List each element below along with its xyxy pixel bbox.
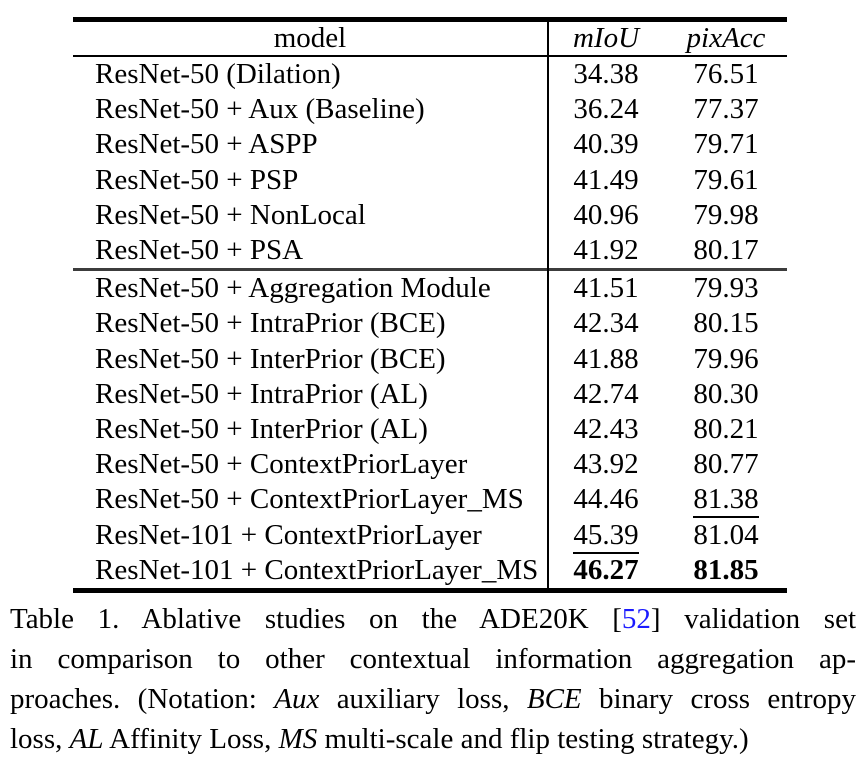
miou-cell: 42.74 (573, 377, 639, 410)
miou-cell: 46.27 (547, 553, 665, 586)
header-pixacc: pixAcc (686, 22, 766, 54)
miou-cell: 40.96 (573, 198, 639, 231)
miou-cell: 36.24 (573, 93, 639, 126)
rule-top (73, 17, 787, 22)
pixacc-cell: 77.37 (693, 93, 759, 126)
table-row: ResNet-50 + IntraPrior (BCE) 42.34 80.15 (73, 306, 787, 341)
miou-cell: 41.51 (573, 272, 639, 305)
table-row: ResNet-50 + ASPP 40.39 79.71 (73, 127, 787, 162)
table-row: ResNet-50 + ContextPriorLayer_MS 44.46 8… (73, 482, 787, 519)
table-row: ResNet-50 + IntraPrior (AL) 42.74 80.30 (73, 377, 787, 412)
column-divider (547, 22, 549, 588)
table-row: ResNet-50 + InterPrior (BCE) 41.88 79.96 (73, 342, 787, 377)
pixacc-cell: 79.71 (693, 128, 759, 161)
pixacc-cell: 80.15 (693, 307, 759, 340)
model-cell: ResNet-50 + ASPP (95, 128, 318, 161)
pixacc-cell: 80.21 (693, 412, 759, 445)
table-caption: Table 1. Ablative studies on the ADE20K … (10, 599, 856, 759)
rule-mid (73, 268, 787, 272)
table-row: ResNet-101 + ContextPriorLayer_MS 46.27 … (73, 553, 787, 588)
model-cell: ResNet-50 (Dilation) (95, 58, 341, 91)
miou-cell: 41.49 (573, 163, 639, 196)
pixacc-cell: 79.98 (693, 198, 759, 231)
table-row: ResNet-50 + PSA 41.92 80.17 (73, 233, 787, 268)
pixacc-cell: 76.51 (693, 58, 759, 91)
table-group-ours: ResNet-50 + Aggregation Module 41.51 79.… (73, 271, 787, 588)
pixacc-cell: 80.17 (693, 234, 759, 267)
model-cell: ResNet-50 + IntraPrior (BCE) (95, 307, 446, 340)
miou-cell: 44.46 (573, 483, 639, 516)
model-cell: ResNet-50 + ContextPriorLayer (95, 448, 468, 481)
best-value: 46.27 (573, 553, 639, 586)
pixacc-cell: 79.93 (693, 272, 759, 305)
table-row: ResNet-50 + Aux (Baseline) 36.24 77.37 (73, 92, 787, 127)
miou-cell: 43.92 (573, 448, 639, 481)
model-cell: ResNet-50 + NonLocal (95, 198, 366, 231)
model-cell: ResNet-50 + PSA (95, 234, 304, 267)
rule-header (73, 55, 787, 57)
pixacc-cell: 79.61 (693, 163, 759, 196)
page: { "table": { "headers": { "model": "mode… (0, 17, 864, 783)
table-header-row: model mIoU pixAcc (73, 22, 787, 55)
results-table: model mIoU pixAcc ResNet-50 (Dilation) 3… (73, 17, 787, 593)
model-cell: ResNet-50 + InterPrior (BCE) (95, 342, 446, 375)
miou-cell: 45.39 (547, 518, 665, 554)
caption-line: loss, AL Affinity Loss, MS multi-scale a… (10, 722, 749, 755)
miou-cell: 41.88 (573, 342, 639, 375)
second-best-value: 45.39 (573, 518, 639, 554)
table-row: ResNet-50 + Aggregation Module 41.51 79.… (73, 271, 787, 306)
pixacc-cell: 79.96 (693, 342, 759, 375)
miou-cell: 34.38 (573, 58, 639, 91)
pixacc-cell: 80.30 (693, 377, 759, 410)
rule-bottom (73, 587, 787, 593)
pixacc-cell: 81.38 (665, 483, 787, 519)
pixacc-cell: 81.04 (693, 518, 759, 551)
table-row: ResNet-50 + PSP 41.49 79.61 (73, 163, 787, 198)
best-value: 81.85 (693, 553, 759, 586)
header-miou: mIoU (572, 22, 640, 54)
pixacc-cell: 81.85 (665, 553, 787, 586)
model-cell: ResNet-50 + Aux (Baseline) (95, 93, 425, 126)
citation-link[interactable]: 52 (621, 602, 651, 635)
model-cell: ResNet-101 + ContextPriorLayer (95, 518, 482, 551)
header-model: model (273, 22, 347, 54)
caption-line: in comparison to other contextual inform… (10, 642, 856, 675)
caption-line: Table 1. Ablative studies on the ADE20K … (10, 602, 857, 635)
table-row: ResNet-50 + NonLocal 40.96 79.98 (73, 198, 787, 233)
miou-cell: 42.43 (573, 412, 639, 445)
miou-cell: 42.34 (573, 307, 639, 340)
table-row: ResNet-50 + ContextPriorLayer 43.92 80.7… (73, 447, 787, 482)
model-cell: ResNet-50 + ContextPriorLayer_MS (95, 483, 524, 516)
table-row: ResNet-50 + InterPrior (AL) 42.43 80.21 (73, 412, 787, 447)
pixacc-cell: 80.77 (693, 448, 759, 481)
model-cell: ResNet-50 + Aggregation Module (95, 272, 491, 305)
table-group-baselines: ResNet-50 (Dilation) 34.38 76.51 ResNet-… (73, 57, 787, 268)
miou-cell: 40.39 (573, 128, 639, 161)
model-cell: ResNet-50 + InterPrior (AL) (95, 412, 428, 445)
caption-line: proaches. (Notation: Aux auxiliary loss,… (10, 682, 856, 715)
model-cell: ResNet-101 + ContextPriorLayer_MS (95, 553, 539, 586)
model-cell: ResNet-50 + PSP (95, 163, 299, 196)
miou-cell: 41.92 (573, 234, 639, 267)
model-cell: ResNet-50 + IntraPrior (AL) (95, 377, 428, 410)
table-row: ResNet-50 (Dilation) 34.38 76.51 (73, 57, 787, 92)
table-row: ResNet-101 + ContextPriorLayer 45.39 81.… (73, 517, 787, 554)
second-best-value: 81.38 (693, 483, 759, 519)
